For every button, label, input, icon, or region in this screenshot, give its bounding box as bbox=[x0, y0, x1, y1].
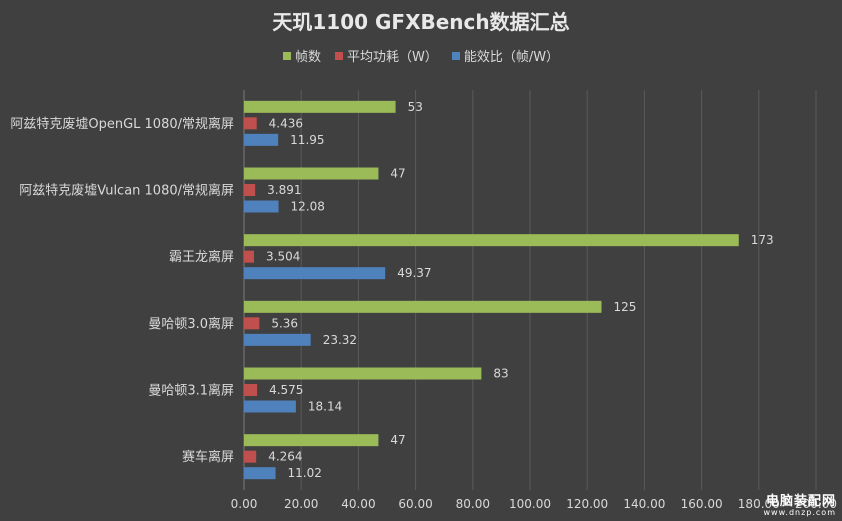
x-tick-label: 120.00 bbox=[566, 497, 608, 511]
bar bbox=[244, 367, 482, 380]
watermark-url: www.dnzp.com bbox=[763, 507, 836, 517]
data-label: 173 bbox=[751, 233, 774, 247]
data-label: 4.264 bbox=[268, 450, 302, 464]
x-tick-label: 200.00 bbox=[795, 497, 837, 511]
x-tick-label: 40.00 bbox=[341, 497, 375, 511]
bar bbox=[244, 384, 258, 396]
x-tick-label: 80.00 bbox=[456, 497, 490, 511]
legend-item-power: 平均功耗（W） bbox=[334, 46, 438, 65]
bar bbox=[244, 434, 379, 447]
legend-item-fps: 帧数 bbox=[282, 46, 321, 65]
bar bbox=[244, 300, 602, 313]
data-label: 3.891 bbox=[267, 183, 301, 197]
bar bbox=[244, 200, 279, 213]
data-label: 11.02 bbox=[288, 466, 322, 480]
x-tick-label: 180.00 bbox=[738, 497, 780, 511]
data-label: 47 bbox=[390, 433, 405, 447]
bar bbox=[244, 317, 260, 330]
bar bbox=[244, 234, 739, 247]
x-tick-label: 0.00 bbox=[231, 497, 258, 511]
legend-label-power: 平均功耗（W） bbox=[346, 50, 438, 65]
data-label: 11.95 bbox=[290, 133, 324, 147]
x-tick-label: 20.00 bbox=[284, 497, 318, 511]
legend-label-fps: 帧数 bbox=[294, 50, 321, 65]
bar bbox=[244, 133, 279, 146]
x-tick-label: 60.00 bbox=[398, 497, 432, 511]
chart-legend: 帧数 平均功耗（W） 能效比（帧/W） bbox=[0, 46, 842, 65]
legend-swatch-fps bbox=[282, 51, 291, 60]
x-tick-label: 140.00 bbox=[623, 497, 665, 511]
category-label: 阿兹特克废墟OpenGL 1080/常规离屏 bbox=[10, 116, 234, 132]
bar bbox=[244, 400, 296, 413]
data-label: 47 bbox=[390, 167, 405, 181]
data-label: 4.575 bbox=[269, 383, 303, 397]
watermark-title: 电脑装配网 bbox=[765, 493, 836, 509]
category-label: 霸王龙离屏 bbox=[169, 249, 234, 265]
bar bbox=[244, 450, 257, 463]
data-label: 5.36 bbox=[271, 316, 298, 330]
data-label: 4.436 bbox=[269, 116, 303, 130]
legend-swatch-power bbox=[334, 51, 343, 60]
category-label: 曼哈顿3.1离屏 bbox=[148, 383, 234, 399]
data-label: 83 bbox=[493, 367, 508, 381]
data-label: 53 bbox=[408, 100, 423, 114]
bar bbox=[244, 250, 255, 263]
data-label: 12.08 bbox=[291, 200, 325, 214]
bar bbox=[244, 100, 396, 113]
category-label: 曼哈顿3.0离屏 bbox=[148, 316, 234, 332]
bar bbox=[244, 184, 256, 196]
legend-item-efficiency: 能效比（帧/W） bbox=[451, 46, 560, 65]
legend-swatch-efficiency bbox=[451, 51, 460, 60]
bar bbox=[244, 333, 311, 346]
legend-label-efficiency: 能效比（帧/W） bbox=[463, 50, 560, 65]
category-label: 赛车离屏 bbox=[182, 449, 234, 465]
bar bbox=[244, 167, 379, 180]
data-label: 125 bbox=[614, 300, 637, 314]
bar bbox=[244, 467, 276, 480]
x-tick-label: 160.00 bbox=[681, 497, 723, 511]
site-watermark: 电脑装配网 www.dnzp.com bbox=[764, 495, 837, 517]
data-label: 18.14 bbox=[308, 400, 342, 414]
data-label: 3.504 bbox=[266, 250, 300, 264]
x-tick-label: 100.00 bbox=[509, 497, 551, 511]
bar bbox=[244, 117, 257, 130]
data-label: 49.37 bbox=[397, 266, 431, 280]
chart-title: 天玑1100 GFXBench数据汇总 bbox=[272, 10, 570, 34]
bar bbox=[244, 267, 386, 280]
data-label: 23.32 bbox=[323, 333, 357, 347]
category-label: 阿兹特克废墟Vulcan 1080/常规离屏 bbox=[19, 183, 234, 199]
